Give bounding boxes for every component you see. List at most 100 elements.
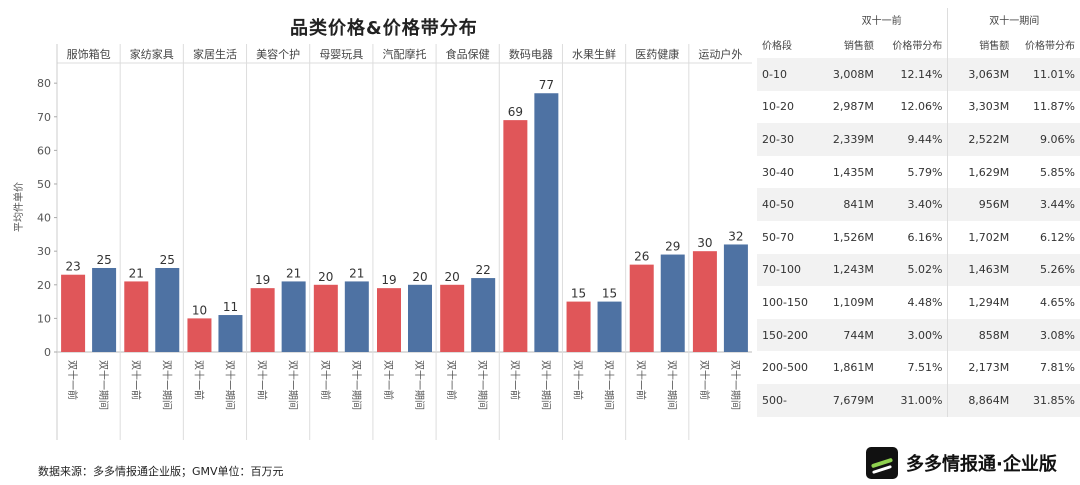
y-tick-label: 80 (37, 77, 51, 90)
cell-band: 0-10 (757, 58, 816, 91)
cell-band: 70-100 (757, 253, 816, 287)
data-label: 20 (445, 270, 460, 284)
x-series-label: 双十一前 (192, 360, 205, 400)
cell-sales-during: 1,629M (968, 165, 1010, 179)
cell-sales-during: 956M (947, 188, 1015, 221)
cell-sales-before: 1,243M (815, 253, 879, 287)
bar-before (61, 274, 86, 352)
data-label: 19 (381, 273, 396, 287)
cell-sales-before: 1,526M (832, 230, 874, 244)
data-label: 20 (412, 270, 427, 284)
table-row: 40-50 841M 3.40% 956M 3.44% (757, 188, 1080, 221)
x-series-label: 双十一前 (635, 360, 648, 400)
cell-band: 40-50 (757, 188, 816, 221)
table-row: 100-150 1,109M 4.48% 1,294M 4.65% (757, 286, 1080, 319)
category-header-label: 汽配摩托 (383, 47, 427, 61)
col-header-share-before: 价格带分布 (878, 30, 949, 58)
bar-before (503, 120, 528, 353)
cell-sales-before: 1,861M (832, 361, 874, 375)
cell-sales-during: 1,463M (947, 253, 1015, 287)
bar-during (597, 301, 622, 352)
x-series-label: 双十一期间 (350, 360, 363, 410)
source-note: 数据来源：多多情报通企业版；GMV单位：百万元 (38, 465, 284, 478)
category-header-label: 食品保健 (446, 47, 490, 61)
y-axis-label: 平均件单价 (13, 182, 25, 232)
cell-sales-before: 841M (815, 188, 879, 221)
cell-share-during: 5.26% (1014, 253, 1080, 287)
cell-share-before: 9.44% (878, 123, 949, 156)
cell-sales-during: 2,522M (947, 123, 1015, 156)
bar-before (187, 318, 212, 352)
cell-sales-during: 3,063M (947, 58, 1015, 91)
cell-share-before: 5.79% (878, 155, 949, 189)
cell-share-during: 31.85% (1014, 383, 1080, 417)
brand: 多多情报通·企业版 (866, 447, 1057, 479)
bar-before (313, 284, 338, 352)
cell-share-during: 3.44% (1014, 188, 1080, 221)
category-header-label: 母婴玩具 (319, 48, 363, 61)
cell-sales-during: 3,303M (968, 100, 1010, 114)
category-header-label: 运动户外 (698, 47, 742, 61)
cell-sales-before: 1,109M (832, 295, 874, 309)
cell-band: 100-150 (762, 295, 808, 309)
data-label: 22 (476, 263, 491, 277)
table-row: 200-500 1,861M 7.51% 2,173M 7.81% (757, 351, 1080, 384)
cell-band: 200-500 (762, 361, 808, 375)
table-group-header: 双十一前 双十一期间 (757, 8, 1080, 30)
brand-name: 多多情报通·企业版 (906, 454, 1057, 475)
table-column-header: 价格段 销售额 价格带分布 销售额 价格带分布 (757, 30, 1080, 58)
data-label: 21 (286, 266, 301, 280)
category-header-label: 美容个护 (256, 47, 300, 61)
table-row: 500- 7,679M 31.00% 8,864M 31.85% (757, 383, 1080, 417)
bar-chart: 0 10 20 30 40 50 60 70 80 平均件单价 服饰箱包 23 双十一前 25 双十一期间 家… (13, 44, 752, 440)
bar-during (660, 254, 685, 352)
table-row: 30-40 1,435M 5.79% 1,629M 5.85% (757, 155, 1080, 189)
data-label: 30 (697, 236, 712, 250)
x-series-label: 双十一期间 (729, 360, 742, 410)
cell-band: 20-30 (757, 123, 816, 156)
y-tick-label: 20 (37, 279, 51, 292)
bar-during (471, 278, 496, 352)
y-tick-label: 0 (44, 346, 51, 359)
data-label: 20 (318, 270, 333, 284)
x-series-label: 双十一期间 (413, 360, 426, 410)
x-series-label: 双十一期间 (160, 360, 173, 410)
data-label: 21 (349, 266, 364, 280)
price-band-table: 双十一前 双十一期间 价格段 销售额 价格带分布 销售额 价格带分布 0-10 3… (757, 8, 1080, 417)
table-row: 50-70 1,526M 6.16% 1,702M 6.12% (757, 220, 1080, 254)
data-label: 25 (96, 253, 111, 267)
bar-before (692, 251, 717, 352)
table-row: 70-100 1,243M 5.02% 1,463M 5.26% (757, 253, 1080, 287)
category-header-label: 家居生活 (193, 47, 237, 61)
cell-sales-before: 744M (815, 318, 879, 352)
cell-band: 10-20 (762, 100, 794, 114)
bar-before (566, 301, 591, 352)
bar-before (440, 284, 465, 352)
x-series-label: 双十一期间 (666, 360, 679, 410)
data-label: 69 (508, 105, 523, 119)
group-header-before: 双十一前 (815, 8, 949, 30)
cell-share-before: 31.00% (878, 383, 949, 417)
cell-sales-during: 8,864M (947, 383, 1015, 417)
x-series-label: 双十一期间 (603, 360, 616, 410)
bar-during (281, 281, 306, 352)
bar-before (377, 288, 401, 352)
x-series-label: 双十一前 (382, 360, 395, 400)
cell-share-before: 5.02% (878, 253, 949, 287)
cell-share-during: 11.01% (1014, 58, 1080, 91)
cell-share-before: 4.48% (878, 286, 949, 319)
bar-during (408, 284, 432, 352)
category-header-label: 家纺家具 (130, 47, 174, 61)
data-label: 15 (602, 287, 617, 301)
cell-sales-during: 858M (947, 318, 1015, 352)
data-label: 21 (129, 266, 144, 280)
x-series-label: 双十一期间 (223, 360, 236, 410)
x-series-label: 双十一期间 (97, 360, 110, 410)
x-series-label: 双十一期间 (539, 360, 552, 410)
cell-band: 150-200 (757, 318, 816, 352)
cell-sales-before: 7,679M (815, 383, 879, 417)
cell-share-before: 3.00% (878, 318, 949, 352)
bar-before (250, 288, 275, 352)
col-header-band: 价格段 (762, 40, 792, 52)
y-tick-label: 70 (37, 111, 51, 124)
